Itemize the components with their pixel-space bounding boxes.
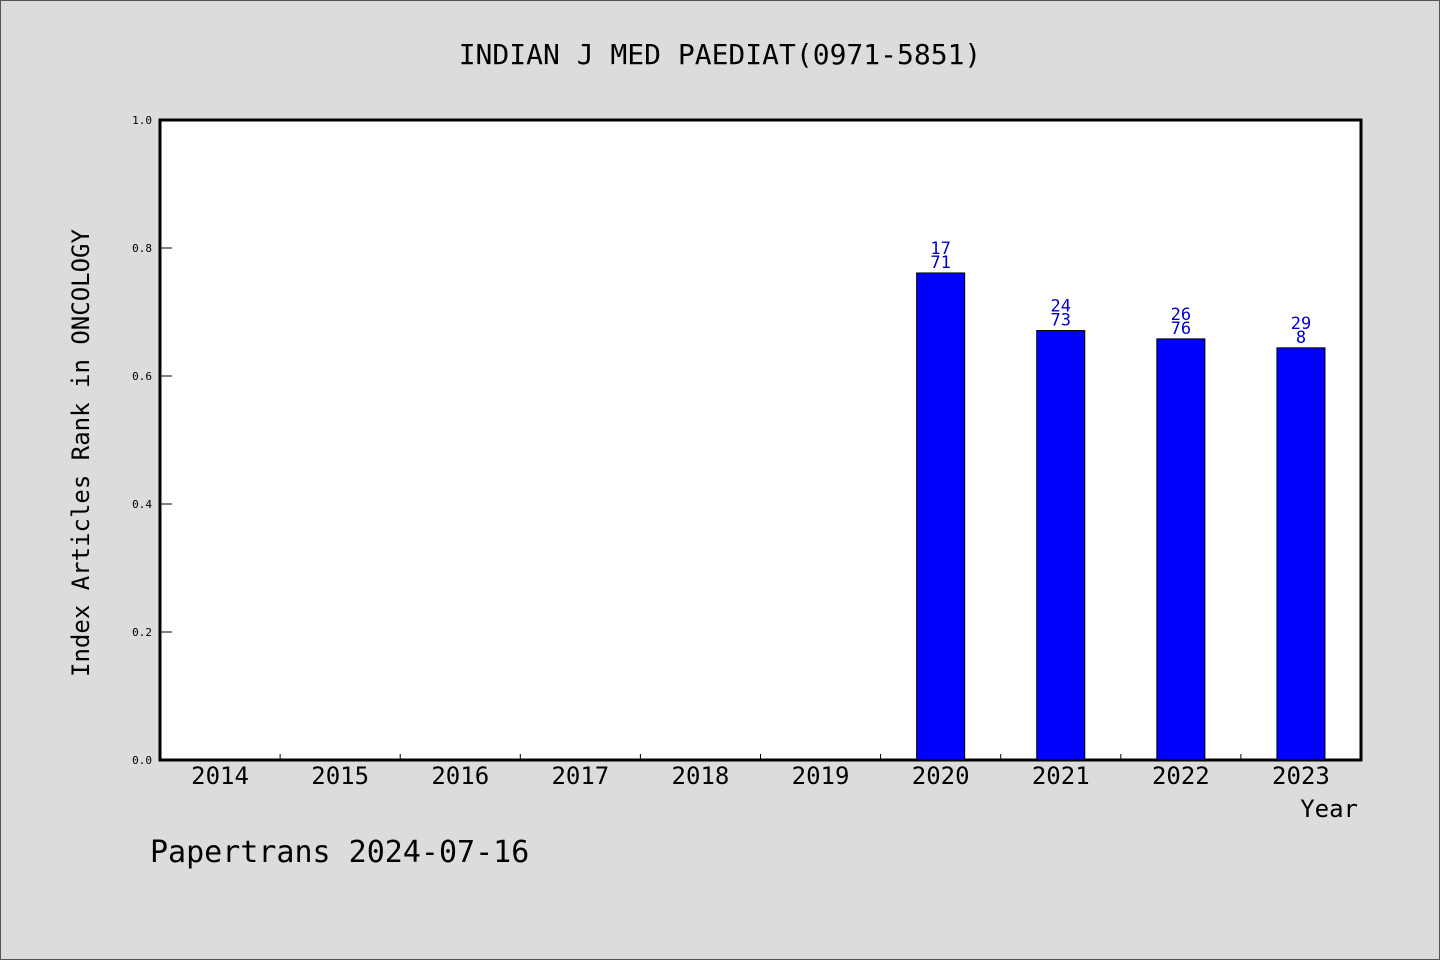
bar-label-top: 26 (1171, 305, 1191, 325)
bar-label-bottom: 73 (1051, 311, 1071, 331)
y-axis: 0.0 0.2 0.4 0.6 0.8 1.0 (132, 114, 172, 767)
y-axis-label: Index Articles Rank in ONCOLOGY (67, 228, 95, 676)
y-tick-label: 0.6 (132, 370, 152, 383)
x-tick-label: 2023 (1272, 762, 1330, 790)
bar-2020 (916, 272, 966, 761)
y-tick-label: 1.0 (132, 114, 152, 127)
bar-label-top: 29 (1291, 314, 1311, 334)
x-tick-label: 2016 (431, 762, 489, 790)
x-tick-label: 2018 (672, 762, 730, 790)
x-tick-label: 2019 (792, 762, 850, 790)
y-tick-label: 0.0 (132, 754, 152, 767)
x-axis-label: Year (1300, 795, 1358, 823)
bar-2021 (1036, 330, 1086, 761)
footer-credit: Papertrans 2024-07-16 (150, 835, 529, 870)
bar-2022 (1156, 338, 1206, 761)
x-axis: 2014 2015 2016 2017 2018 2019 2020 2021 2022 2023 (191, 754, 1330, 790)
x-tick-label: 2014 (191, 762, 249, 790)
bar-label-top: 17 (930, 239, 950, 259)
bar-2023 (1276, 347, 1326, 761)
x-tick-label: 2021 (1032, 762, 1090, 790)
chart-title: INDIAN J MED PAEDIAT(0971-5851) (459, 38, 982, 71)
bars (916, 272, 1326, 761)
y-tick-label: 0.2 (132, 626, 152, 639)
bar-label-bottom: 8 (1296, 328, 1306, 348)
x-tick-label: 2017 (551, 762, 609, 790)
x-tick-label: 2022 (1152, 762, 1210, 790)
x-tick-label: 2015 (311, 762, 369, 790)
bar-label-bottom: 76 (1171, 319, 1191, 339)
bar-label-bottom: 71 (930, 253, 950, 273)
y-tick-label: 0.4 (132, 498, 152, 511)
y-tick-label: 0.8 (132, 242, 152, 255)
bar-label-top: 24 (1051, 297, 1071, 317)
x-tick-label: 2020 (912, 762, 970, 790)
